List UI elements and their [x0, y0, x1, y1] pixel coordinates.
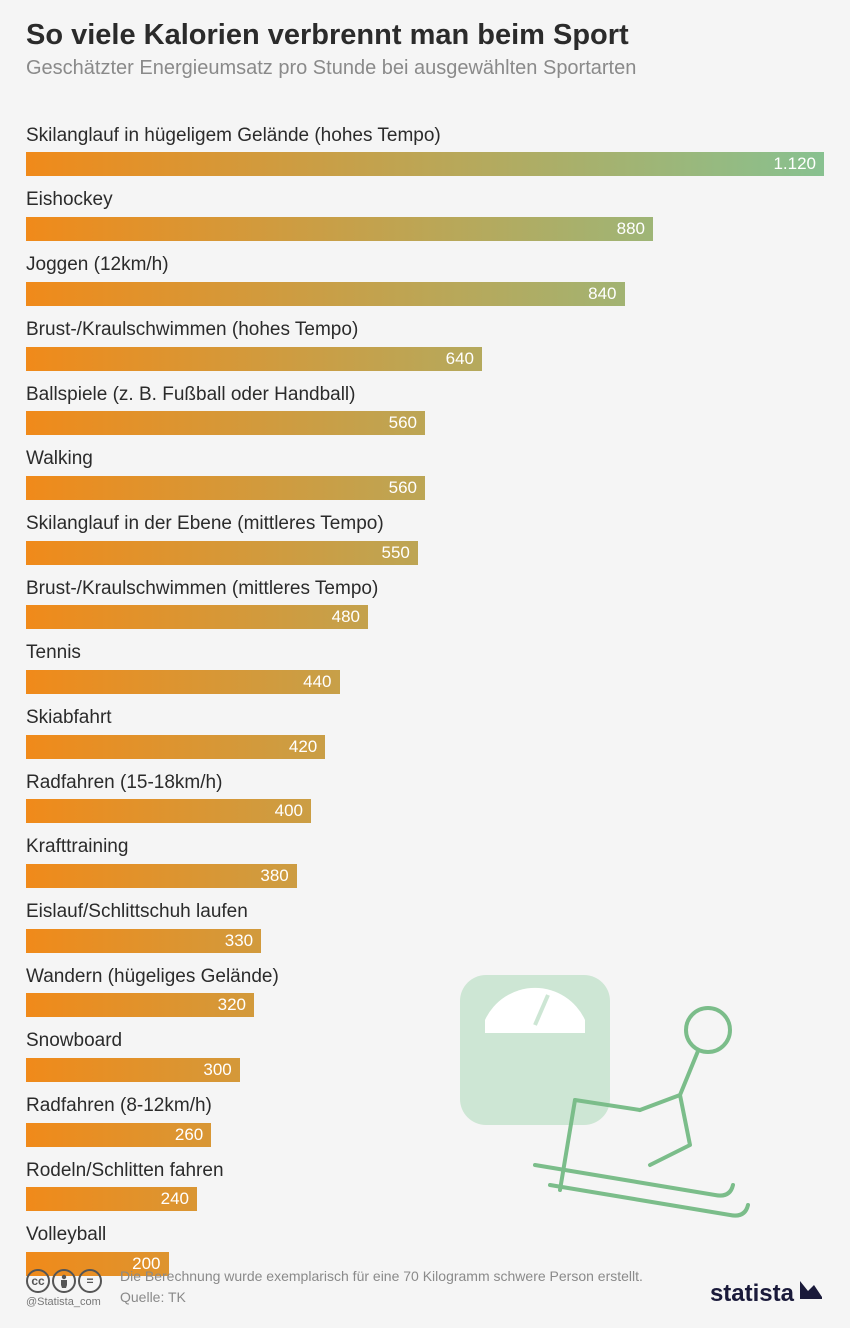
- bar-row: Skiabfahrt 420: [26, 706, 824, 759]
- bar-label: Radfahren (15-18km/h): [26, 771, 824, 796]
- bar: 260: [26, 1123, 211, 1147]
- bar: 480: [26, 605, 368, 629]
- bar-value: 260: [175, 1125, 203, 1145]
- bar-value: 550: [382, 543, 410, 563]
- nd-icon: =: [78, 1269, 102, 1293]
- bar-row: Ballspiele (z. B. Fußball oder Handball)…: [26, 383, 824, 436]
- bar: 560: [26, 476, 425, 500]
- bar-row: Skilanglauf in hügeligem Gelände (hohes …: [26, 124, 824, 177]
- bar-row: Rodeln/Schlitten fahren 240: [26, 1159, 824, 1212]
- bar-value: 560: [389, 478, 417, 498]
- bar: 330: [26, 929, 261, 953]
- bar: 240: [26, 1187, 197, 1211]
- bar-row: Radfahren (15-18km/h) 400: [26, 771, 824, 824]
- bar-value: 380: [260, 866, 288, 886]
- bar-value: 420: [289, 737, 317, 757]
- bar-row: Skilanglauf in der Ebene (mittleres Temp…: [26, 512, 824, 565]
- bar-label: Snowboard: [26, 1029, 824, 1054]
- bar: 550: [26, 541, 418, 565]
- cc-icon: cc: [26, 1269, 50, 1293]
- bar-value: 440: [303, 672, 331, 692]
- bar: 440: [26, 670, 340, 694]
- bar-row: Joggen (12km/h) 840: [26, 253, 824, 306]
- bar-row: Snowboard 300: [26, 1029, 824, 1082]
- bar-row: Tennis 440: [26, 641, 824, 694]
- by-icon: [52, 1269, 76, 1293]
- bar-label: Tennis: [26, 641, 824, 666]
- bar-row: Brust-/Kraulschwimmen (hohes Tempo) 640: [26, 318, 824, 371]
- bar-label: Skiabfahrt: [26, 706, 824, 731]
- bar-row: Krafttraining 380: [26, 835, 824, 888]
- bar-label: Skilanglauf in hügeligem Gelände (hohes …: [26, 124, 824, 149]
- chart-title: So viele Kalorien verbrennt man beim Spo…: [26, 18, 824, 53]
- bar-value: 560: [389, 413, 417, 433]
- bar-row: Eislauf/Schlittschuh laufen 330: [26, 900, 824, 953]
- bar: 420: [26, 735, 325, 759]
- bar-value: 330: [225, 931, 253, 951]
- bar-row: Walking 560: [26, 447, 824, 500]
- bar-label: Wandern (hügeliges Gelände): [26, 965, 824, 990]
- bar-value: 1.120: [773, 154, 816, 174]
- bar: 560: [26, 411, 425, 435]
- bar-label: Eishockey: [26, 188, 824, 213]
- bar-value: 840: [588, 284, 616, 304]
- bar: 380: [26, 864, 297, 888]
- bar: 1.120: [26, 152, 824, 176]
- bar-label: Joggen (12km/h): [26, 253, 824, 278]
- bar-value: 640: [446, 349, 474, 369]
- chart-subtitle: Geschätzter Energieumsatz pro Stunde bei…: [26, 57, 824, 80]
- bar-label: Rodeln/Schlitten fahren: [26, 1159, 824, 1184]
- bar: 880: [26, 217, 653, 241]
- statista-logo: statista: [710, 1279, 824, 1308]
- bar-label: Krafttraining: [26, 835, 824, 860]
- statista-handle: @Statista_com: [26, 1296, 101, 1308]
- bar-value: 320: [218, 995, 246, 1015]
- bar: 300: [26, 1058, 240, 1082]
- bar-value: 880: [617, 219, 645, 239]
- bar-label: Walking: [26, 447, 824, 472]
- bar-label: Skilanglauf in der Ebene (mittleres Temp…: [26, 512, 824, 537]
- bar-row: Brust-/Kraulschwimmen (mittleres Tempo) 4…: [26, 577, 824, 630]
- bar-value: 240: [161, 1189, 189, 1209]
- bar-label: Brust-/Kraulschwimmen (hohes Tempo): [26, 318, 824, 343]
- bar-chart: Skilanglauf in hügeligem Gelände (hohes …: [26, 124, 824, 1276]
- bar-value: 480: [332, 607, 360, 627]
- bar: 400: [26, 799, 311, 823]
- bar-value: 400: [275, 801, 303, 821]
- bar-label: Eislauf/Schlittschuh laufen: [26, 900, 824, 925]
- bar-row: Radfahren (8-12km/h) 260: [26, 1094, 824, 1147]
- bar: 640: [26, 347, 482, 371]
- source-text: Quelle: TK: [120, 1287, 710, 1308]
- bar-label: Brust-/Kraulschwimmen (mittleres Tempo): [26, 577, 824, 602]
- bar-label: Volleyball: [26, 1223, 824, 1248]
- bar-label: Radfahren (8-12km/h): [26, 1094, 824, 1119]
- footnote-text: Die Berechnung wurde exemplarisch für ei…: [120, 1266, 710, 1287]
- bar: 840: [26, 282, 625, 306]
- bar: 320: [26, 993, 254, 1017]
- bar-label: Ballspiele (z. B. Fußball oder Handball): [26, 383, 824, 408]
- bar-row: Wandern (hügeliges Gelände) 320: [26, 965, 824, 1018]
- bar-row: Eishockey 880: [26, 188, 824, 241]
- bar-value: 300: [203, 1060, 231, 1080]
- license-block: cc = @Statista_com: [26, 1269, 102, 1308]
